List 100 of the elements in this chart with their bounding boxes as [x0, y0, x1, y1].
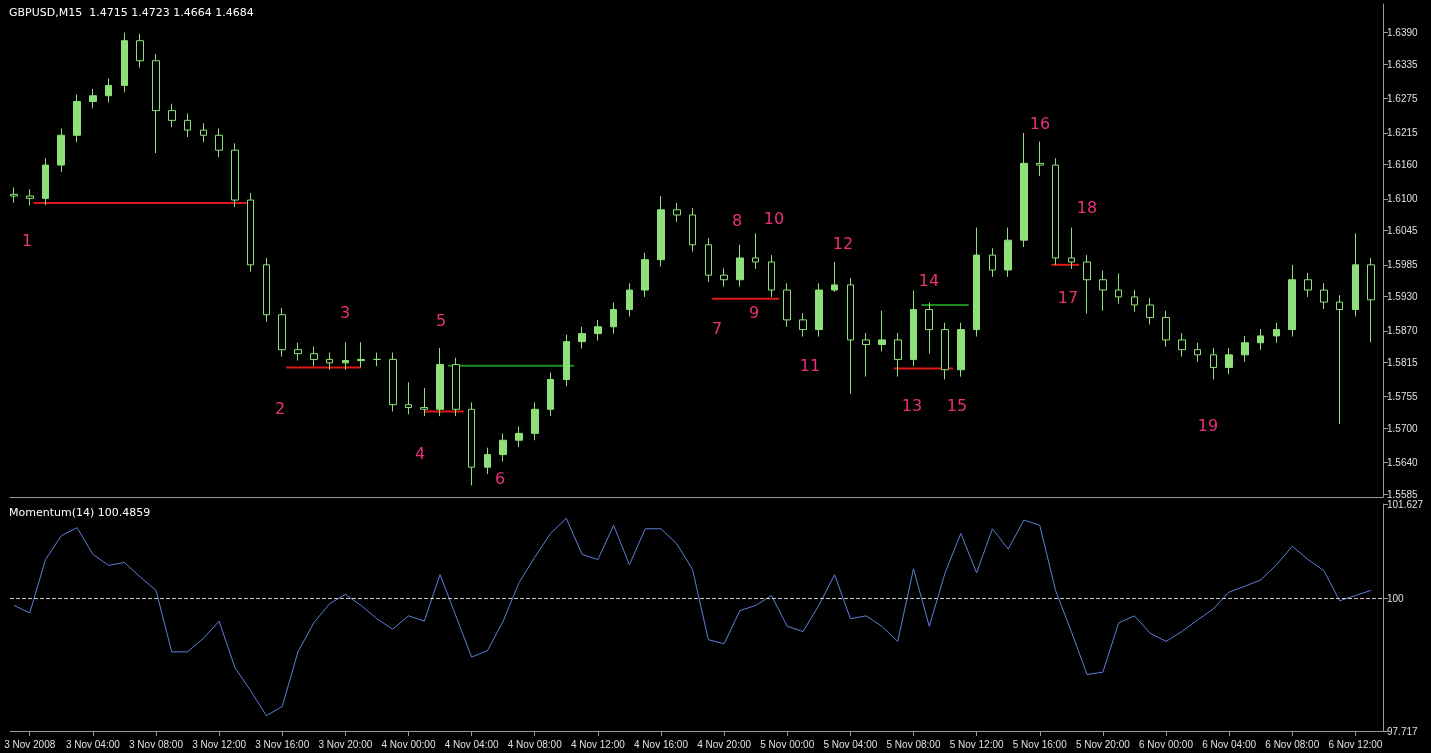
y-tick-label: 1.6275: [1387, 93, 1419, 105]
candlestick: [263, 257, 270, 323]
candlestick: [42, 157, 49, 206]
y-tick-label: 1.6045: [1387, 224, 1419, 236]
y-tick-label: 1.6100: [1387, 193, 1419, 205]
candlestick: [752, 232, 759, 270]
candlestick: [389, 352, 397, 413]
annotation: 7: [711, 318, 723, 338]
candlestick: [862, 332, 870, 378]
candlestick: [1004, 227, 1012, 278]
candlestick: [231, 142, 239, 208]
y-tick-label: 100: [1387, 592, 1405, 604]
candlestick: [1257, 328, 1264, 351]
annotation: 2: [274, 398, 286, 418]
candlestick: [547, 372, 554, 417]
annotation: 3: [339, 302, 351, 322]
x-tick-label: 4 Nov 04:00: [444, 738, 500, 750]
annotation: 9: [748, 302, 760, 322]
candlestick: [436, 347, 444, 417]
candlestick: [26, 188, 34, 206]
x-tick-label: 4 Nov 16:00: [634, 738, 689, 750]
candlestick: [705, 237, 712, 283]
candlestick: [1162, 310, 1170, 348]
x-tick-label: 6 Nov 00:00: [1139, 738, 1194, 750]
annotation: 18: [1076, 197, 1098, 217]
candlestick: [1336, 294, 1343, 425]
candlestick: [247, 192, 254, 273]
candlestick: [673, 202, 681, 223]
y-tick-label: 101.627: [1387, 498, 1424, 510]
candlestick: [815, 282, 823, 337]
x-tick-label: 4 Nov 12:00: [570, 738, 626, 750]
candlestick: [200, 122, 207, 143]
candlestick: [720, 267, 728, 288]
annotation: 14: [918, 270, 940, 290]
annotation: 16: [1029, 113, 1051, 133]
annotation: 19: [1197, 415, 1219, 435]
x-tick-label: 3 Nov 16:00: [255, 738, 310, 750]
x-tick-label: 3 Nov 2008: [4, 738, 56, 750]
y-tick-label: 1.6215: [1387, 127, 1419, 139]
candlestick: [1320, 282, 1328, 310]
y-tick-label: 1.5700: [1387, 422, 1419, 434]
candlestick: [1225, 347, 1233, 375]
candlestick: [610, 302, 617, 335]
annotation: 4: [414, 443, 426, 463]
candlestick: [484, 447, 491, 475]
candlestick: [1352, 232, 1359, 317]
candlestick: [1273, 322, 1280, 344]
candlestick: [310, 346, 318, 367]
x-tick-label: 6 Nov 08:00: [1265, 738, 1320, 750]
candlestick: [641, 252, 649, 298]
candlestick: [342, 341, 349, 371]
candlestick: [10, 186, 18, 204]
candlestick: [1052, 157, 1059, 266]
candlestick: [831, 261, 838, 293]
x-tick-label: 3 Nov 04:00: [65, 738, 121, 750]
annotation: 6: [494, 468, 506, 488]
candlestick: [1036, 141, 1044, 177]
candlestick: [1210, 347, 1217, 380]
x-tick-label: 3 Nov 12:00: [192, 738, 247, 750]
candlestick: [736, 244, 744, 288]
y-tick-label: 1.5640: [1387, 457, 1419, 469]
candlestick: [783, 282, 791, 328]
candlestick: [941, 322, 949, 380]
x-tick-label: 3 Nov 20:00: [318, 738, 373, 750]
annotation: 8: [731, 210, 743, 230]
candlestick: [1367, 257, 1375, 343]
candlestick: [689, 207, 696, 253]
candlestick: [626, 282, 633, 317]
candlestick: [1146, 297, 1154, 325]
candlestick: [57, 127, 65, 173]
candlestick: [121, 32, 128, 93]
candlestick: [89, 88, 97, 109]
y-tick-label: 1.6160: [1387, 159, 1419, 171]
candlestick: [1115, 272, 1122, 305]
y-tick-label: 1.5930: [1387, 290, 1419, 302]
candlestick: [957, 322, 965, 378]
candlestick: [405, 381, 412, 415]
candlestick: [136, 33, 144, 69]
candlestick: [531, 401, 539, 441]
x-tick-label: 5 Nov 08:00: [886, 738, 941, 750]
x-tick-label: 4 Nov 08:00: [507, 738, 563, 750]
y-tick-label: 1.5985: [1387, 259, 1419, 271]
candlestick: [594, 319, 602, 341]
y-tick-label: 1.6390: [1387, 27, 1419, 39]
candlestick: [1068, 227, 1075, 270]
candlestick: [1020, 132, 1028, 248]
annotation: 12: [832, 233, 854, 253]
candlestick: [499, 432, 507, 462]
candlestick: [468, 401, 475, 487]
candlestick: [1178, 332, 1186, 358]
candlestick: [989, 247, 996, 278]
candlestick: [357, 341, 365, 368]
candlestick: [847, 277, 854, 395]
annotation: 13: [901, 395, 923, 415]
candlestick: [168, 103, 176, 128]
candlestick: [563, 334, 570, 387]
annotation: 15: [946, 395, 968, 415]
annotation: 10: [763, 208, 785, 228]
candlestick: [657, 195, 665, 268]
x-tick-label: 6 Nov 12:00: [1328, 738, 1383, 750]
